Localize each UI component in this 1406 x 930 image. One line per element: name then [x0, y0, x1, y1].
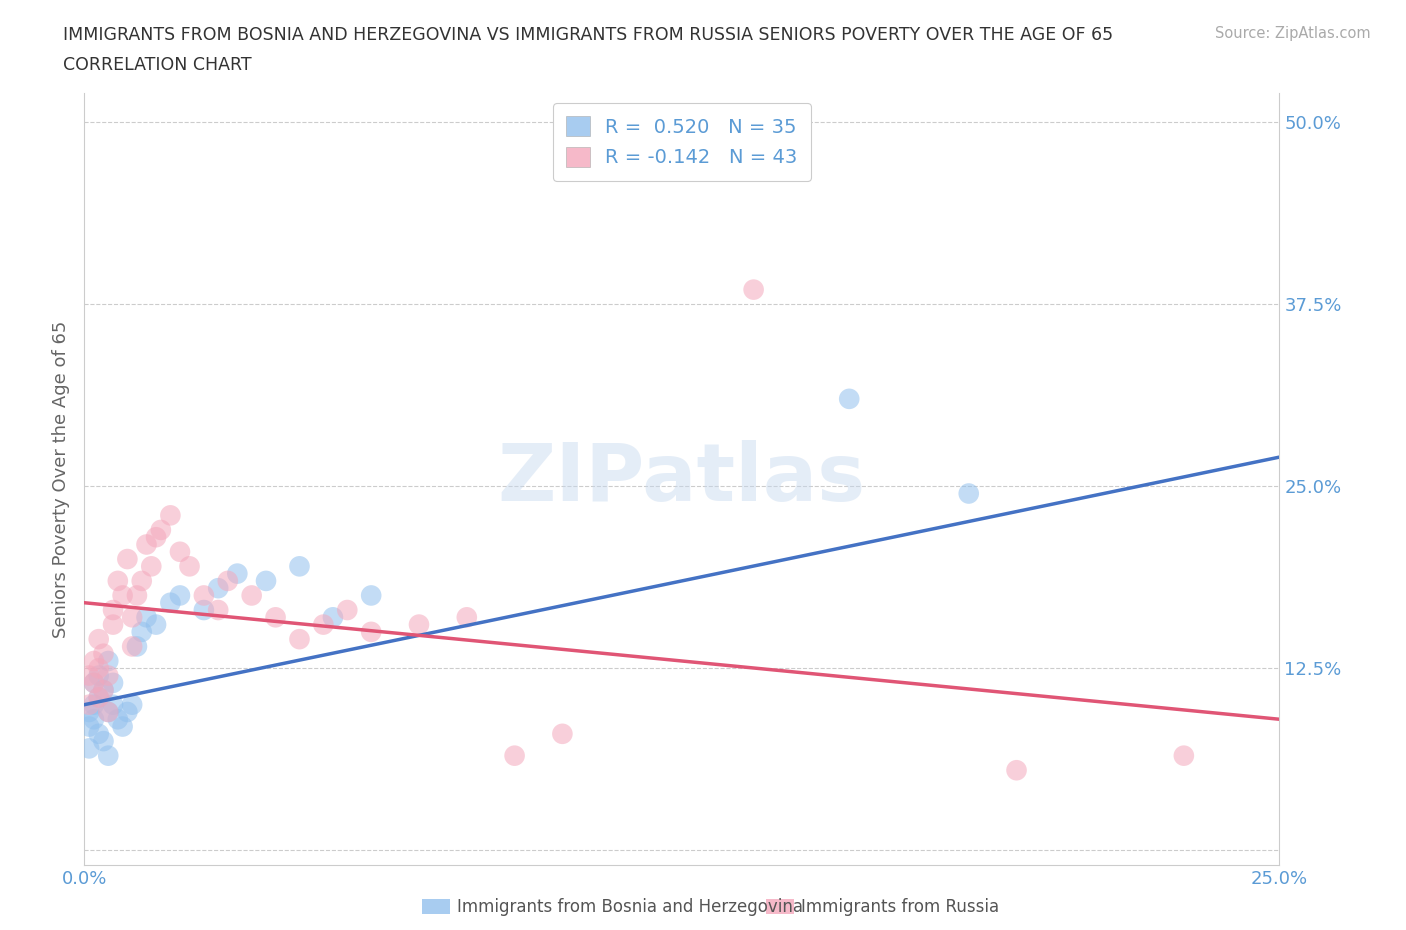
Point: [97, 705, 120, 720]
Point: [226, 566, 249, 581]
Point: [87, 690, 110, 705]
Point: [217, 574, 239, 589]
Text: CORRELATION CHART: CORRELATION CHART: [63, 56, 252, 73]
Point: [193, 603, 215, 618]
Point: [254, 574, 277, 589]
Point: [101, 698, 124, 712]
Point: [83, 698, 105, 712]
Point: [179, 559, 201, 574]
Point: [87, 668, 110, 683]
Point: [149, 523, 172, 538]
Point: [193, 588, 215, 603]
Point: [135, 610, 157, 625]
Point: [87, 631, 110, 646]
Point: [360, 624, 382, 639]
Point: [957, 486, 980, 501]
Point: [101, 675, 124, 690]
Point: [77, 719, 100, 734]
Point: [288, 559, 311, 574]
Point: [83, 711, 105, 726]
Point: [169, 544, 191, 559]
Point: [131, 624, 153, 639]
Point: [207, 580, 229, 595]
Point: [322, 610, 344, 625]
Point: [288, 631, 311, 646]
Point: [93, 683, 115, 698]
Point: [77, 698, 100, 712]
Point: [264, 610, 287, 625]
Point: [159, 508, 181, 523]
Point: [503, 749, 526, 764]
Point: [240, 588, 263, 603]
Point: [83, 675, 105, 690]
Point: [101, 603, 124, 618]
Point: [551, 726, 574, 741]
Point: [145, 530, 167, 545]
Text: ZIPatlas: ZIPatlas: [498, 440, 866, 518]
Point: [121, 639, 143, 654]
Point: [93, 683, 115, 698]
Point: [111, 588, 134, 603]
Point: [77, 705, 100, 720]
Text: Source: ZipAtlas.com: Source: ZipAtlas.com: [1215, 26, 1371, 41]
Point: [408, 618, 430, 632]
Legend: R =  0.520   N = 35, R = -0.142   N = 43: R = 0.520 N = 35, R = -0.142 N = 43: [553, 102, 811, 180]
Point: [336, 603, 359, 618]
Point: [169, 588, 191, 603]
Point: [93, 646, 115, 661]
Point: [360, 588, 382, 603]
Y-axis label: Seniors Poverty Over the Age of 65: Seniors Poverty Over the Age of 65: [52, 320, 70, 638]
Point: [207, 603, 229, 618]
Point: [77, 668, 100, 683]
Point: [107, 711, 129, 726]
Text: Immigrants from Russia: Immigrants from Russia: [801, 897, 1000, 916]
Point: [135, 537, 157, 551]
Point: [121, 610, 143, 625]
Point: [121, 698, 143, 712]
Point: [742, 282, 765, 297]
Point: [83, 654, 105, 669]
Point: [1173, 749, 1195, 764]
Point: [111, 719, 134, 734]
Point: [117, 551, 139, 566]
Point: [125, 639, 148, 654]
Point: [87, 661, 110, 676]
Point: [1005, 763, 1028, 777]
Point: [87, 726, 110, 741]
Point: [312, 618, 335, 632]
Text: Immigrants from Bosnia and Herzegovina: Immigrants from Bosnia and Herzegovina: [457, 897, 803, 916]
Point: [83, 675, 105, 690]
Point: [101, 618, 124, 632]
Point: [97, 749, 120, 764]
Point: [145, 618, 167, 632]
Point: [159, 595, 181, 610]
Point: [131, 574, 153, 589]
Point: [97, 654, 120, 669]
Point: [97, 668, 120, 683]
Point: [117, 705, 139, 720]
Point: [141, 559, 163, 574]
Point: [125, 588, 148, 603]
Point: [93, 734, 115, 749]
Point: [97, 705, 120, 720]
Text: IMMIGRANTS FROM BOSNIA AND HERZEGOVINA VS IMMIGRANTS FROM RUSSIA SENIORS POVERTY: IMMIGRANTS FROM BOSNIA AND HERZEGOVINA V…: [63, 26, 1114, 44]
Point: [77, 741, 100, 756]
Point: [456, 610, 478, 625]
Point: [87, 690, 110, 705]
Point: [107, 574, 129, 589]
Point: [838, 392, 860, 406]
